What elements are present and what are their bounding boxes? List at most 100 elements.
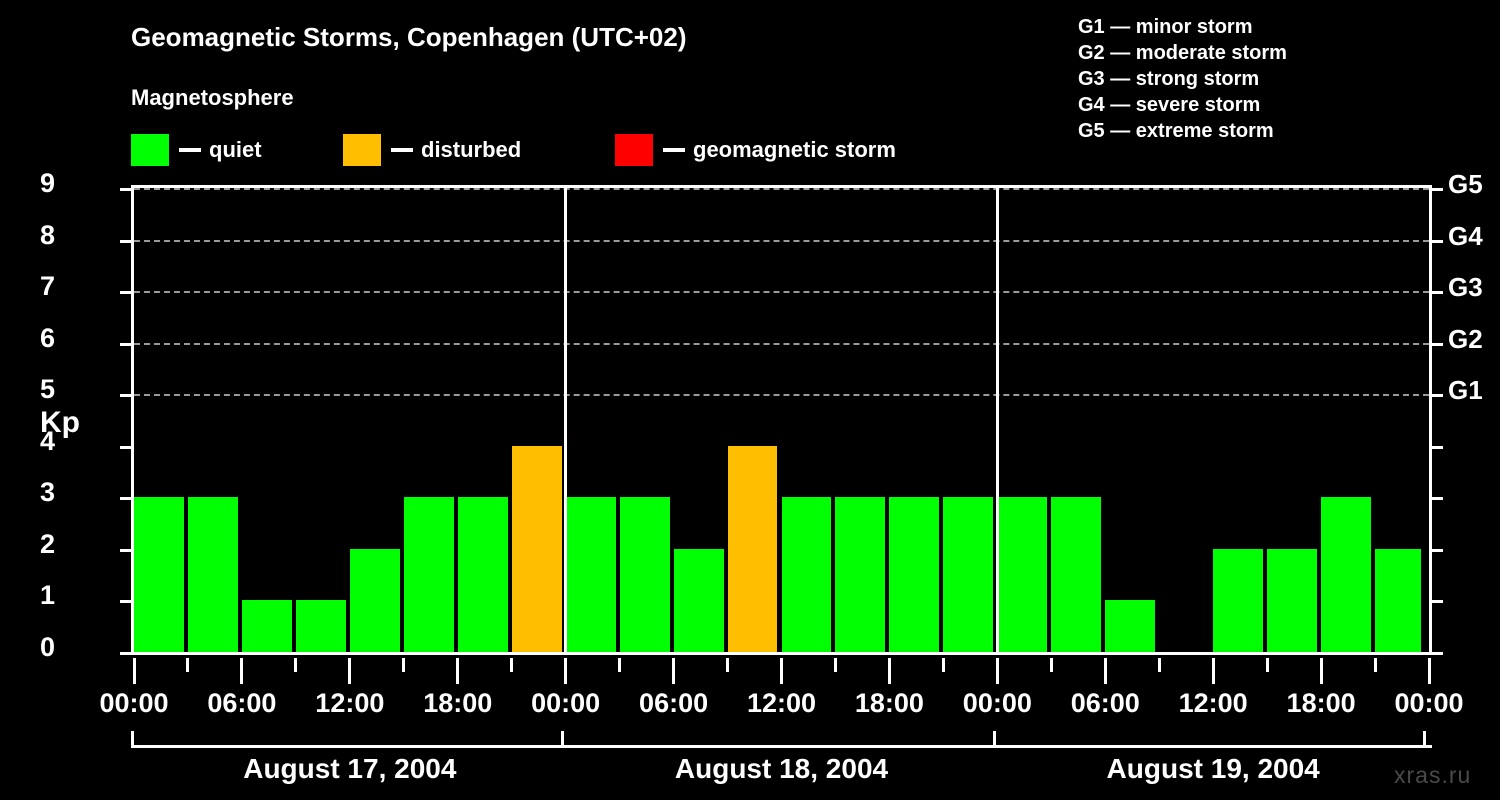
- bar-kp-20[interactable]: [1213, 548, 1264, 652]
- y-right-tick-4: [1432, 445, 1443, 449]
- y-tick-2: [120, 548, 131, 552]
- gridline-kp-8: [134, 239, 1429, 242]
- bar-kp-0[interactable]: [134, 497, 184, 652]
- bar-kp-7[interactable]: [511, 445, 562, 652]
- x-tick-label-9: 06:00: [1070, 688, 1140, 718]
- date-label-3: August 19, 2004: [1106, 753, 1320, 784]
- plot-area: [131, 185, 1432, 655]
- bar-kp-22[interactable]: [1321, 497, 1372, 652]
- y-tick-3: [120, 497, 131, 501]
- bar-kp-11[interactable]: [727, 445, 778, 652]
- x-tick-12: [780, 658, 783, 684]
- legend-dash-icon: [179, 148, 201, 152]
- page-title: Geomagnetic Storms, Copenhagen (UTC+02): [131, 22, 687, 52]
- x-tick-label-10: 12:00: [1178, 688, 1248, 718]
- x-tick-5: [402, 658, 406, 672]
- date-bracket-tick-3: [1423, 731, 1426, 745]
- date-bracket: [131, 731, 1432, 748]
- x-tick-6: [456, 658, 460, 684]
- g-legend-row-g1: G1 — minor storm: [1078, 16, 1253, 38]
- bar-kp-3[interactable]: [295, 600, 346, 652]
- bar-kp-12[interactable]: [781, 497, 832, 652]
- x-tick-1: [186, 658, 190, 672]
- bar-kp-23[interactable]: [1375, 548, 1421, 652]
- bar-kp-18[interactable]: [1105, 600, 1156, 652]
- x-tick-4: [348, 658, 352, 684]
- g-legend-row-g3: G3 — strong storm: [1078, 68, 1260, 90]
- y-tick-5: [120, 394, 131, 398]
- y-tick-label-1: 1: [39, 580, 55, 611]
- x-tick-20: [1211, 658, 1215, 684]
- x-tick-17: [1049, 658, 1053, 672]
- y-tick-4: [120, 445, 131, 449]
- y-tick-label-9: 9: [39, 168, 55, 198]
- g-legend-row-g2: G2 — moderate storm: [1078, 42, 1287, 64]
- x-tick-label-3: 18:00: [423, 688, 493, 718]
- bar-kp-8[interactable]: [565, 497, 616, 652]
- legend-storm-swatch: [615, 134, 653, 166]
- bar-kp-5[interactable]: [403, 497, 454, 652]
- legend-disturbed-label: disturbed: [421, 137, 522, 162]
- x-tick-21: [1265, 658, 1269, 672]
- g-scale-legend: G1 — minor storm G2 — moderate storm G3 — …: [1078, 14, 1287, 144]
- bar-kp-13[interactable]: [835, 497, 886, 652]
- bar-kp-17[interactable]: [1051, 497, 1102, 652]
- y-tick-label-4: 4: [39, 425, 55, 456]
- y-tick-label-8: 8: [39, 219, 55, 250]
- x-tick-14: [887, 658, 891, 684]
- legend-disturbed-swatch: [343, 134, 381, 166]
- y-tick-1: [120, 600, 131, 604]
- legend-quiet-label: quiet: [209, 137, 262, 162]
- bar-kp-4[interactable]: [349, 548, 400, 652]
- g-legend-row-g4: G4 — severe storm: [1078, 94, 1261, 116]
- bar-kp-9[interactable]: [619, 497, 670, 652]
- bar-kp-1[interactable]: [187, 497, 238, 652]
- bar-kp-14[interactable]: [889, 497, 940, 652]
- y-right-label-g2: G2: [1448, 323, 1483, 354]
- g-legend-row-g5: G5 — extreme storm: [1078, 120, 1274, 142]
- y-axis-label: Kp: [40, 406, 80, 439]
- x-tick-label-11: 18:00: [1286, 688, 1356, 718]
- date-bracket-tick-0: [131, 731, 134, 745]
- chart-subtitle: Magnetosphere: [131, 85, 294, 110]
- x-tick-8: [564, 658, 568, 684]
- bar-kp-16[interactable]: [997, 497, 1048, 652]
- y-right-label-g4: G4: [1448, 220, 1483, 251]
- x-tick-16: [995, 658, 999, 684]
- x-tick-label-4: 00:00: [531, 688, 601, 718]
- bar-kp-21[interactable]: [1267, 548, 1318, 652]
- bar-kp-2[interactable]: [241, 600, 292, 652]
- legend-quiet: quiet: [131, 133, 262, 167]
- legend-quiet-swatch: [131, 134, 169, 166]
- x-tick-label-2: 12:00: [315, 688, 385, 718]
- legend-storm-label: geomagnetic storm: [693, 137, 896, 162]
- x-tick-label-7: 18:00: [854, 688, 924, 718]
- x-tick-9: [618, 658, 622, 672]
- y-right-tick-9: [1432, 188, 1443, 191]
- y-tick-label-5: 5: [39, 374, 55, 405]
- legend-dash-icon: [391, 148, 413, 152]
- y-tick-label-0: 0: [39, 632, 55, 662]
- gridline-kp-6: [134, 342, 1429, 345]
- x-tick-label-8: 00:00: [962, 688, 1032, 718]
- x-tick-label-6: 12:00: [746, 688, 817, 718]
- bar-kp-15[interactable]: [943, 497, 994, 652]
- y-right-tick-8: [1432, 239, 1443, 243]
- plot-inner: [134, 188, 1429, 652]
- bar-kp-6[interactable]: [457, 497, 508, 652]
- y-tick-7: [120, 291, 131, 295]
- legend-storm: geomagnetic storm: [615, 133, 896, 167]
- y-tick-8: [120, 239, 131, 243]
- y-tick-label-2: 2: [39, 528, 55, 559]
- bar-kp-10[interactable]: [673, 548, 724, 652]
- day-separator-2: [995, 188, 999, 652]
- x-tick-23: [1373, 658, 1377, 672]
- x-tick-22: [1319, 658, 1323, 684]
- x-tick-13: [833, 658, 837, 672]
- gridline-kp-5: [134, 394, 1429, 397]
- x-tick-7: [510, 658, 514, 672]
- gridline-kp-9: [134, 188, 1429, 190]
- y-right-tick-0: [1432, 652, 1443, 655]
- y-right-tick-3: [1432, 497, 1443, 501]
